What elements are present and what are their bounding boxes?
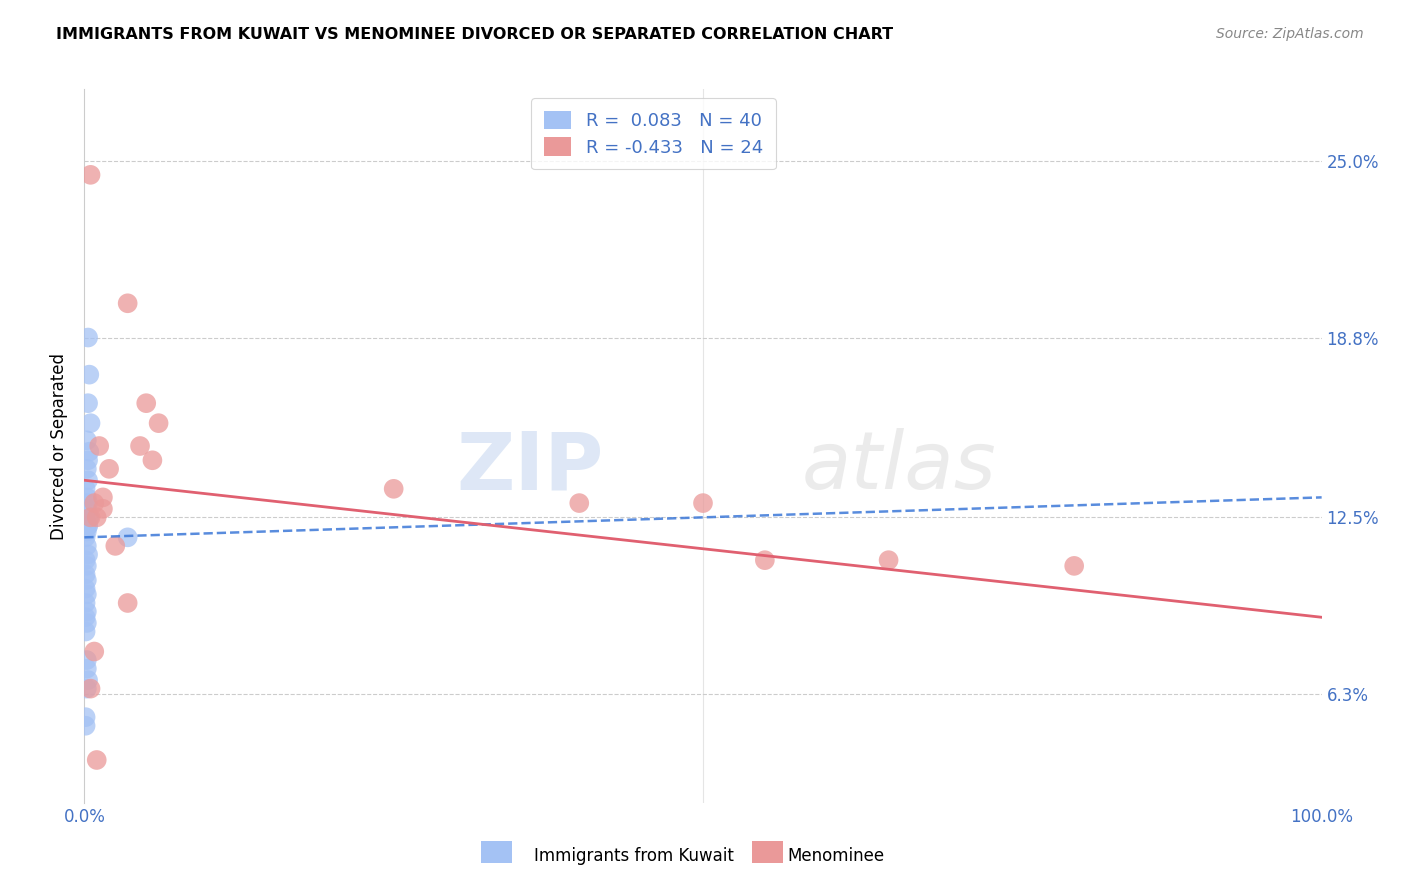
Point [77,453,100,467]
Point [76,462,98,476]
Point [1063,558,1085,573]
Point [76,573,98,587]
Point [117,596,139,610]
Point [75,482,97,496]
Point [77,548,100,562]
Point [76,491,98,505]
Point [77,396,100,410]
Point [91,501,114,516]
Point [79,416,101,430]
Point [76,681,98,696]
Point [86,510,108,524]
Legend: R =  0.083   N = 40, R = -0.433   N = 24: R = 0.083 N = 40, R = -0.433 N = 24 [531,98,776,169]
Point [104,539,127,553]
Point [91,491,114,505]
Point [76,516,98,530]
Point [877,553,900,567]
Point [76,615,98,630]
Point [76,653,98,667]
Y-axis label: Divorced or Separated: Divorced or Separated [51,352,69,540]
Point [75,510,97,524]
Point [76,605,98,619]
Point [77,519,100,533]
Point [76,434,98,448]
Point [76,662,98,676]
Point [129,439,152,453]
Text: ZIP: ZIP [457,428,605,507]
Text: atlas: atlas [801,428,997,507]
Point [86,753,108,767]
Point [79,368,101,382]
Point [77,519,100,533]
Point [141,453,163,467]
Point [77,330,100,344]
Point [79,681,101,696]
Point [754,553,776,567]
Point [77,473,100,487]
Point [75,582,97,596]
Text: Immigrants from Kuwait: Immigrants from Kuwait [534,847,734,865]
FancyBboxPatch shape [481,841,512,863]
Point [692,496,714,510]
Point [148,416,170,430]
Point [89,439,111,453]
Point [76,501,98,516]
Point [117,530,139,544]
Point [75,719,97,733]
Point [79,444,101,458]
Point [83,644,105,658]
Point [77,496,100,510]
Point [75,710,97,724]
Point [77,673,100,687]
Point [75,610,97,624]
Point [382,482,405,496]
Point [75,553,97,567]
Text: IMMIGRANTS FROM KUWAIT VS MENOMINEE DIVORCED OR SEPARATED CORRELATION CHART: IMMIGRANTS FROM KUWAIT VS MENOMINEE DIVO… [56,27,893,42]
Point [75,567,97,582]
Point [76,524,98,539]
Point [79,168,101,182]
Point [76,539,98,553]
Point [98,462,121,476]
FancyBboxPatch shape [752,841,783,863]
Point [79,510,101,524]
Point [568,496,591,510]
Point [117,296,139,310]
Point [76,558,98,573]
Point [76,587,98,601]
Text: Menominee: Menominee [787,847,884,865]
Point [75,530,97,544]
Point [75,624,97,639]
Point [83,496,105,510]
Text: Source: ZipAtlas.com: Source: ZipAtlas.com [1216,27,1364,41]
Point [79,510,101,524]
Point [135,396,157,410]
Point [75,596,97,610]
